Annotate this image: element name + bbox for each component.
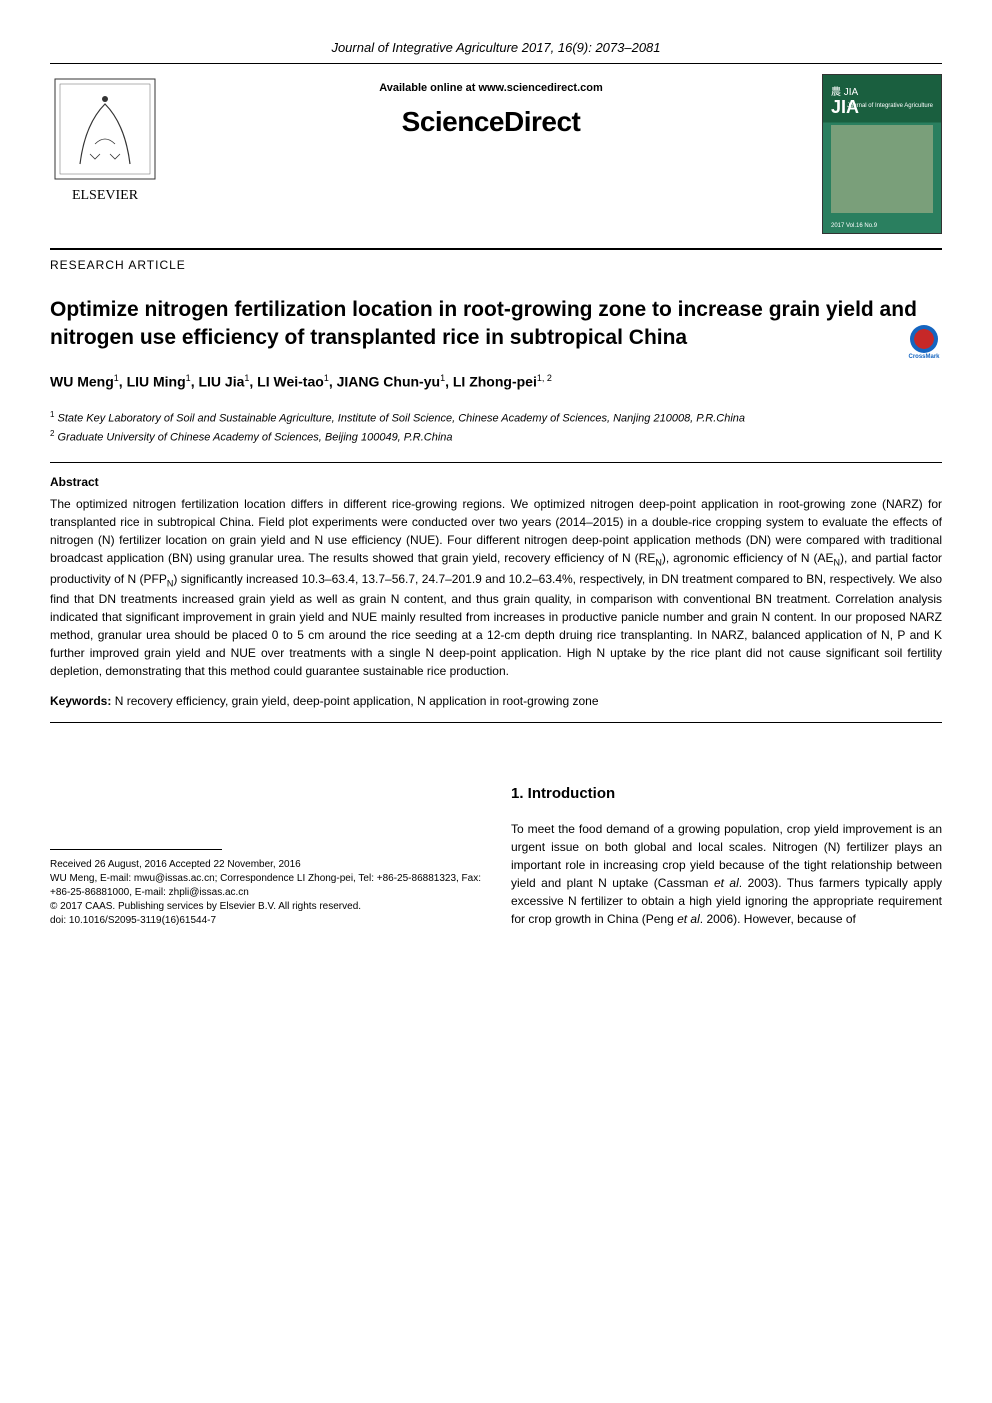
footnote-copyright: © 2017 CAAS. Publishing services by Else…: [50, 900, 481, 914]
jia-cover-footer: 2017 Vol.16 No.9: [831, 223, 877, 229]
abstract-top-rule: [50, 462, 942, 463]
affiliation: 1 State Key Laboratory of Soil and Susta…: [50, 409, 942, 427]
sciencedirect-logo: ScienceDirect: [180, 106, 802, 138]
crossmark-badge[interactable]: CrossMark: [906, 325, 942, 361]
keywords-label: Keywords:: [50, 694, 111, 708]
title-text: Optimize nitrogen fertilization location…: [50, 298, 917, 349]
jia-cover-top: 農 JIA: [831, 83, 858, 98]
elsevier-text: ELSEVIER: [72, 188, 139, 203]
jia-journal-cover: 農 JIA JIA Journal of Integrative Agricul…: [822, 74, 942, 234]
jia-cover-subtitle: Journal of Integrative Agriculture: [847, 103, 933, 109]
elsevier-logo: ELSEVIER: [50, 74, 160, 204]
footnote-doi: doi: 10.1016/S2095-3119(16)61544-7: [50, 914, 481, 928]
crossmark-icon: [910, 325, 938, 353]
author: JIANG Chun-yu: [337, 373, 440, 389]
left-column: Received 26 August, 2016 Accepted 22 Nov…: [50, 783, 481, 928]
section-1-heading: 1. Introduction: [511, 783, 942, 806]
jia-cover-image: [831, 125, 933, 213]
article-type: RESEARCH ARTICLE: [50, 258, 942, 272]
header-center: Available online at www.sciencedirect.co…: [180, 74, 802, 138]
right-column: 1. Introduction To meet the food demand …: [511, 783, 942, 928]
affiliations: 1 State Key Laboratory of Soil and Susta…: [50, 409, 942, 445]
header-row: ELSEVIER Available online at www.science…: [50, 64, 942, 244]
author: LIU Jia: [198, 373, 244, 389]
authors-line: WU Meng1, LIU Ming1, LIU Jia1, LI Wei-ta…: [50, 373, 942, 390]
keywords-line: Keywords: N recovery efficiency, grain y…: [50, 694, 942, 708]
crossmark-label: CrossMark: [906, 353, 942, 361]
available-online-line: Available online at www.sciencedirect.co…: [180, 82, 802, 94]
footnote-rule: [50, 849, 222, 850]
section-rule: [50, 248, 942, 250]
abstract-body: The optimized nitrogen fertilization loc…: [50, 495, 942, 681]
affiliation: 2 Graduate University of Chinese Academy…: [50, 428, 942, 446]
author: LI Zhong-pei: [453, 373, 537, 389]
keywords-text: N recovery efficiency, grain yield, deep…: [111, 694, 598, 708]
article-title: Optimize nitrogen fertilization location…: [50, 296, 942, 353]
journal-header: Journal of Integrative Agriculture 2017,…: [50, 40, 942, 55]
author: WU Meng: [50, 373, 114, 389]
introduction-body: To meet the food demand of a growing pop…: [511, 820, 942, 928]
footnote-correspondence: WU Meng, E-mail: mwu@issas.ac.cn; Corres…: [50, 872, 481, 900]
footnote-block: Received 26 August, 2016 Accepted 22 Nov…: [50, 858, 481, 928]
abstract-bottom-rule: [50, 722, 942, 723]
author: LIU Ming: [127, 373, 186, 389]
author: LI Wei-tao: [257, 373, 324, 389]
footnote-received: Received 26 August, 2016 Accepted 22 Nov…: [50, 858, 481, 872]
two-column-body: Received 26 August, 2016 Accepted 22 Nov…: [50, 783, 942, 928]
abstract-heading: Abstract: [50, 475, 942, 489]
